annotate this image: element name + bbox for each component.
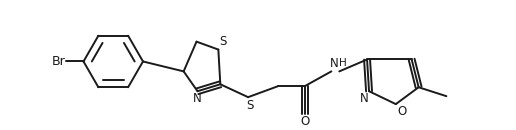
Text: Br: Br xyxy=(52,55,66,68)
Text: H: H xyxy=(340,58,347,69)
Text: N: N xyxy=(360,92,368,105)
Text: S: S xyxy=(220,35,227,48)
Text: O: O xyxy=(300,115,309,128)
Text: S: S xyxy=(246,99,254,112)
Text: N: N xyxy=(330,57,338,70)
Text: N: N xyxy=(193,92,202,105)
Text: O: O xyxy=(397,105,407,118)
